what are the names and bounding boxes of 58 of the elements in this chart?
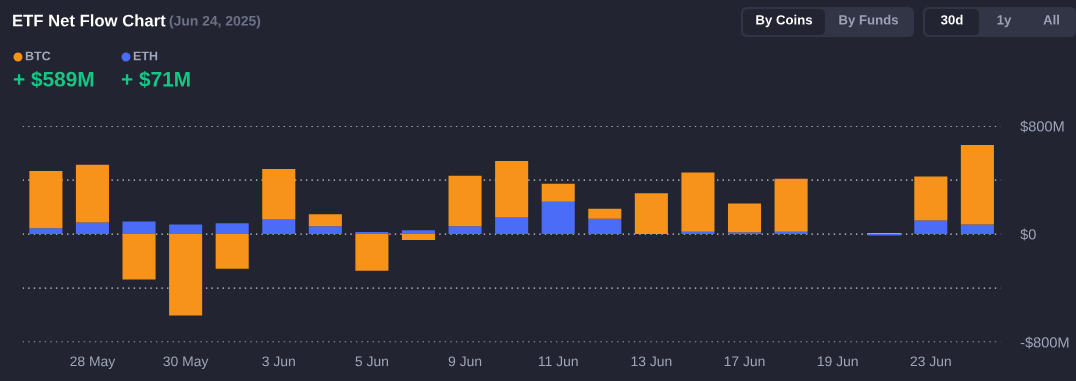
bar: [262, 219, 296, 235]
bar: [914, 220, 948, 235]
legend-label: ETH: [133, 51, 158, 61]
bar: [960, 145, 994, 225]
bar: [914, 176, 948, 221]
x-tick-label: 28 May: [70, 356, 116, 369]
bar: [448, 226, 482, 235]
bar: [588, 218, 622, 235]
bar: [588, 208, 622, 219]
x-tick-label: 17 Jun: [724, 356, 765, 367]
bar: [960, 224, 994, 235]
text: All: [1043, 14, 1059, 25]
x-tick-label: 13 Jun: [631, 356, 672, 367]
bar: [355, 232, 389, 235]
x-tick-label: 5 Jun: [355, 356, 388, 367]
bar: [169, 224, 203, 235]
bar: [495, 217, 529, 235]
x-tick-label: 9 Jun: [448, 356, 482, 367]
bar: [727, 203, 762, 233]
bar: [774, 178, 808, 232]
bar: [215, 223, 249, 235]
bar: [541, 201, 575, 235]
bar: [215, 234, 249, 269]
chart-title: ETF Net Flow Chart: [13, 14, 166, 27]
bar: [681, 172, 715, 232]
y-tick-label: -$800M: [1020, 336, 1069, 349]
x-tick-label: 30 May: [163, 356, 209, 369]
bar: [355, 234, 389, 271]
bar: [541, 183, 575, 202]
text: + $71M: [121, 70, 190, 88]
bar: [308, 226, 342, 235]
bar: [308, 214, 342, 227]
legend-label: BTC: [25, 51, 51, 61]
chart-subtitle: (Jun 24, 2025): [169, 15, 261, 29]
bar: [75, 164, 109, 223]
text: By Funds: [839, 14, 899, 28]
text: 1y: [997, 15, 1012, 28]
x-tick-label: 11 Jun: [538, 356, 578, 367]
bar: [262, 168, 296, 220]
bar: [401, 234, 436, 240]
y-tick-label: $0: [1020, 228, 1036, 241]
x-tick-label: 3 Jun: [262, 356, 295, 367]
x-tick-label: 19 Jun: [817, 356, 858, 367]
bar: [29, 228, 63, 235]
bar: [122, 234, 156, 280]
bar: [634, 193, 668, 235]
y-tick-label: $800M: [1020, 120, 1064, 133]
bar: [495, 161, 529, 218]
text: + $589M: [13, 70, 94, 88]
x-tick-label: 23 Jun: [910, 356, 951, 367]
bar: [75, 222, 109, 235]
bar: [122, 221, 156, 235]
bar: [29, 170, 63, 229]
bar: [448, 175, 482, 227]
text: By Coins: [756, 14, 813, 28]
text: 30d: [940, 14, 963, 25]
bar: [401, 230, 436, 235]
bar: [169, 234, 203, 316]
